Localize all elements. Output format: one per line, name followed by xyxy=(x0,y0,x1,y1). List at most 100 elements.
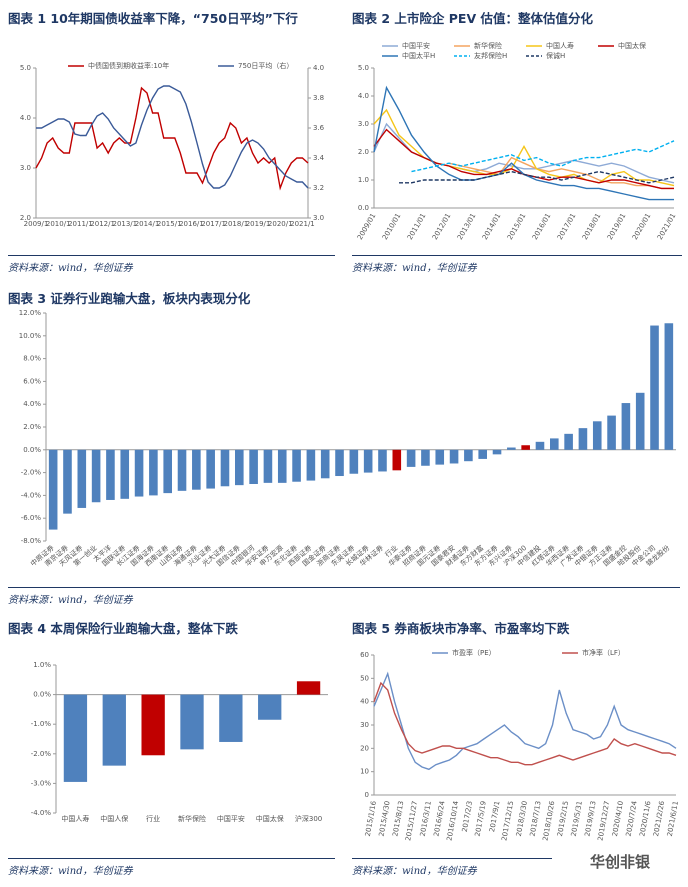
x-tick-label: 2015/11/27 xyxy=(404,800,419,841)
chart: -8.0% -6.0% -4.0% -2.0% 0.0% 2.0% 4.0% 6.0% 8.0%… xyxy=(19,309,676,568)
legend-label: 新华保险 xyxy=(474,41,502,50)
bar xyxy=(578,428,588,450)
bar xyxy=(277,449,287,483)
y-tick-label: 20 xyxy=(360,744,369,752)
bar xyxy=(507,447,516,450)
bar xyxy=(550,438,559,450)
bar xyxy=(392,449,402,471)
x-tick-label: 2021/1 xyxy=(290,220,315,228)
bar xyxy=(650,325,659,450)
x-tick-label: 2013/01 xyxy=(456,212,477,241)
legend-label: 市净率（LF） xyxy=(582,648,625,657)
bar xyxy=(249,449,258,484)
x-tick-label: 行业 xyxy=(146,814,160,823)
legend-label: 中债国债到期收益率:10年 xyxy=(88,61,169,70)
series-line xyxy=(373,671,677,771)
series-line xyxy=(373,681,677,766)
series-line xyxy=(373,128,674,190)
y-tick-label: 10.0% xyxy=(19,332,42,340)
x-tick-label: 2017/5/19 xyxy=(474,800,488,837)
x-tick-label: 2014/1 xyxy=(135,220,160,228)
x-tick-label: 中国太保 xyxy=(256,814,284,823)
x-tick-label: 2016/10/14 xyxy=(445,800,460,842)
series-line xyxy=(36,85,309,189)
bar xyxy=(349,449,359,474)
x-tick-label: 2020/11/6 xyxy=(638,800,652,837)
figure-caption: 图表 4 本周保险行业跑输大盘，整体下跌 xyxy=(8,621,238,636)
bar xyxy=(406,449,416,467)
y-tick-label: 4.0% xyxy=(23,400,41,408)
x-tick-label: 2020/4/10 xyxy=(611,800,625,837)
legend-label: 市盈率（PE） xyxy=(452,648,496,657)
source-note: 资料来源：wind，华创证券 xyxy=(352,858,552,877)
legend-label: 中国太保 xyxy=(618,41,646,50)
y-tick-label: 3.0 xyxy=(313,214,324,222)
bar xyxy=(378,449,387,472)
y-tick-label: -8.0% xyxy=(21,537,42,545)
bar xyxy=(48,449,58,530)
bar xyxy=(149,449,158,496)
bar xyxy=(464,449,473,462)
y-tick-label: 2.0% xyxy=(23,423,41,431)
legend-label: 中国平安 xyxy=(402,41,430,50)
y-tick-label: 3.2 xyxy=(313,184,324,192)
bar xyxy=(134,449,144,497)
x-tick-label: 2016/3/11 xyxy=(419,800,433,837)
bar xyxy=(478,449,487,459)
y-tick-label: 50 xyxy=(360,674,369,682)
x-tick-label: 2012/1 xyxy=(90,220,115,228)
x-tick-label: 2014/01 xyxy=(481,212,502,241)
y-tick-label: 60 xyxy=(360,651,369,659)
x-tick-label: 2020/7/24 xyxy=(625,800,639,837)
figure-caption: 图表 5 券商板块市净率、市盈率均下跌 xyxy=(352,621,570,636)
bar xyxy=(449,449,459,464)
bar xyxy=(635,392,645,450)
x-tick-label: 中国平安 xyxy=(217,814,245,823)
y-tick-label: 3.6 xyxy=(313,124,325,132)
y-tick-label: 5.0 xyxy=(20,64,31,72)
bar xyxy=(664,323,674,450)
y-tick-label: 1.0 xyxy=(358,176,369,184)
bar xyxy=(220,449,230,487)
x-tick-label: 2015/1/16 xyxy=(364,800,378,837)
y-tick-label: 4.0 xyxy=(358,92,369,100)
y-tick-label: 0.0% xyxy=(33,691,51,699)
bar xyxy=(106,449,115,500)
y-tick-label: -2.0% xyxy=(21,469,42,477)
y-tick-label: 2.0 xyxy=(358,148,369,156)
bar xyxy=(177,449,187,491)
legend-label: 友邦保险H xyxy=(474,51,507,60)
series-line xyxy=(411,140,675,173)
source-note: 资料来源：wind，华创证券 xyxy=(8,255,335,274)
figure-caption: 图表 2 上市险企 PEV 估值：整体估值分化 xyxy=(352,11,593,26)
bar xyxy=(120,449,130,499)
legend-label: 保诚H xyxy=(546,51,565,60)
y-tick-label: 4.0 xyxy=(313,64,324,72)
bar xyxy=(63,694,88,782)
bar xyxy=(206,449,215,489)
x-tick-label: 2019/01 xyxy=(606,212,627,241)
x-tick-label: 2021/01 xyxy=(656,212,677,241)
x-tick-label: 2012/01 xyxy=(431,212,452,241)
y-tick-label: 3.0 xyxy=(20,164,31,172)
x-tick-label: 2019/5/31 xyxy=(570,800,584,837)
x-tick-label: 中国人寿 xyxy=(61,814,89,823)
x-tick-label: 2019/9/13 xyxy=(583,800,597,837)
y-tick-label: 3.8 xyxy=(313,94,324,102)
x-tick-label: 2018/7/13 xyxy=(529,800,543,837)
x-tick-label: 2017/12/15 xyxy=(500,800,515,841)
x-tick-label: 2010/1 xyxy=(46,220,71,228)
x-tick-label: 2013/1 xyxy=(112,220,137,228)
y-tick-label: 0 xyxy=(365,791,369,799)
source-note: 资料来源：wind，华创证券 xyxy=(8,587,680,606)
bar xyxy=(296,681,321,695)
y-tick-label: 2.0 xyxy=(20,214,31,222)
x-tick-label: 2021/6/11 xyxy=(666,800,680,837)
x-tick-label: 2021/2/26 xyxy=(652,800,666,837)
bar xyxy=(235,449,244,486)
x-tick-label: 2017/9/1 xyxy=(488,800,501,832)
x-tick-label: 2011/1 xyxy=(68,220,93,228)
y-tick-label: -3.0% xyxy=(31,779,52,787)
x-tick-label: 沪深300 xyxy=(295,814,322,823)
